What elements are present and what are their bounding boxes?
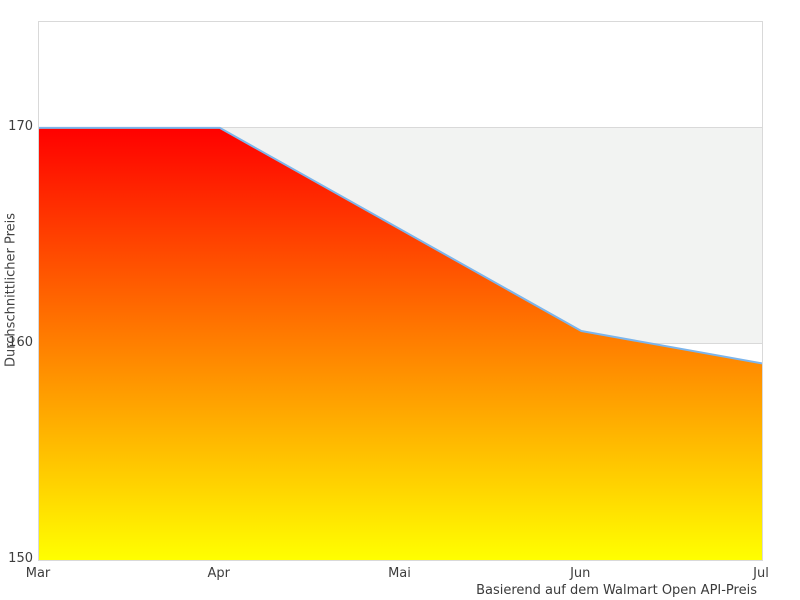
price-area	[39, 127, 762, 560]
x-tick-label-jul: Jul	[753, 566, 769, 581]
area-chart-canvas[interactable]	[39, 22, 762, 560]
plot-area	[38, 21, 763, 561]
price-line	[39, 126, 762, 365]
x-tick-label-mar: Mar	[25, 566, 51, 581]
y-tick-label-170: 170	[8, 118, 33, 134]
chart-caption: Basierend auf dem Walmart Open API-Preis	[476, 583, 757, 598]
y-tick-label-150: 150	[8, 551, 33, 566]
x-tick-label-mai: Mai	[388, 566, 411, 581]
x-tick-label-apr: Apr	[207, 566, 231, 581]
gridline-170	[39, 127, 762, 129]
x-tick-label-jun: Jun	[570, 566, 591, 581]
y-tick-label-160: 160	[8, 334, 33, 350]
